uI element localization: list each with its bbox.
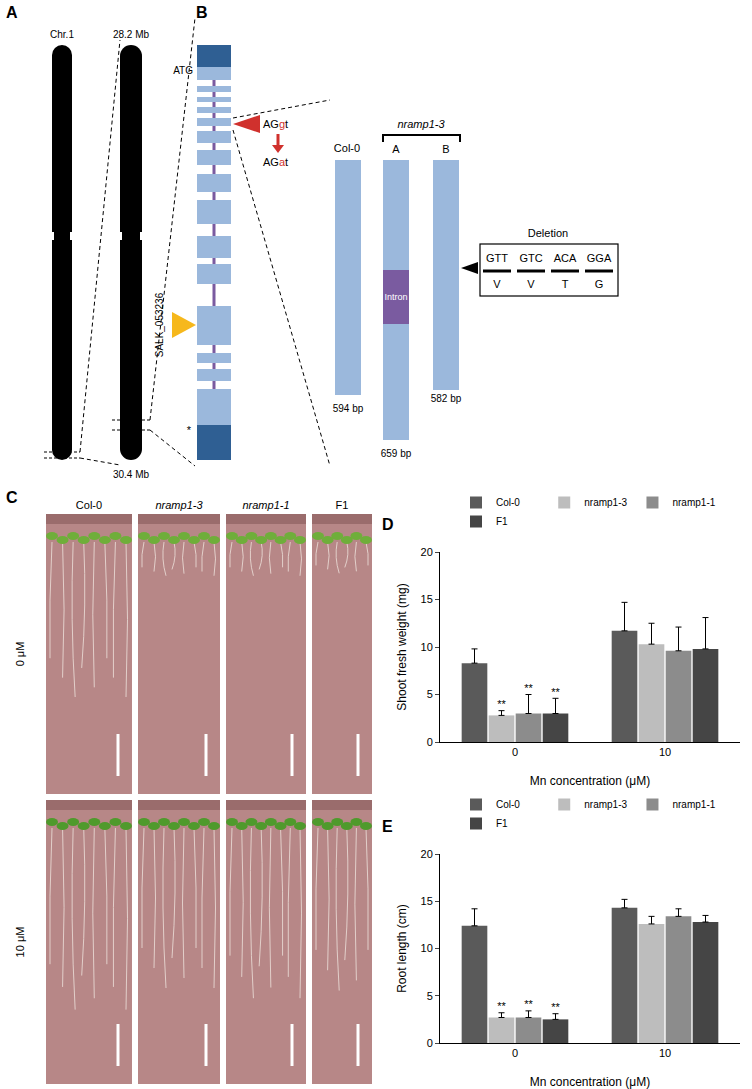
- svg-text:GGA: GGA: [587, 252, 612, 264]
- svg-text:C: C: [6, 489, 18, 506]
- svg-text:T: T: [562, 278, 569, 290]
- svg-text:0: 0: [427, 1037, 433, 1049]
- svg-text:V: V: [493, 278, 501, 290]
- svg-text:10: 10: [659, 1047, 671, 1059]
- svg-text:15: 15: [421, 895, 433, 907]
- svg-text:0: 0: [512, 1047, 518, 1059]
- svg-text:Intron: Intron: [384, 292, 407, 302]
- svg-text:nramp1-1: nramp1-1: [672, 497, 715, 508]
- svg-text:582 bp: 582 bp: [431, 393, 462, 404]
- svg-text:**: **: [551, 686, 560, 698]
- svg-text:B: B: [196, 4, 208, 21]
- svg-text:10: 10: [421, 641, 433, 653]
- svg-text:10: 10: [659, 746, 671, 758]
- svg-text:nramp1-3: nramp1-3: [584, 497, 627, 508]
- svg-text:AGgt: AGgt: [263, 118, 288, 130]
- svg-text:A: A: [392, 143, 400, 155]
- svg-text:0: 0: [427, 736, 433, 748]
- svg-text:F1: F1: [496, 818, 508, 829]
- svg-text:Deletion: Deletion: [528, 227, 568, 239]
- svg-text:A: A: [6, 4, 18, 21]
- svg-text:Mn concentration (μM): Mn concentration (μM): [530, 774, 650, 788]
- svg-text:10 μM: 10 μM: [14, 927, 26, 958]
- svg-text:Col-0: Col-0: [496, 799, 520, 810]
- svg-text:659 bp: 659 bp: [381, 448, 412, 459]
- svg-text:nramp1-1: nramp1-1: [242, 499, 289, 511]
- svg-text:Col-0: Col-0: [496, 497, 520, 508]
- svg-text:0 μM: 0 μM: [14, 642, 26, 667]
- svg-text:nramp1-1: nramp1-1: [672, 799, 715, 810]
- svg-text:Chr.1: Chr.1: [50, 29, 74, 40]
- svg-text:15: 15: [421, 593, 433, 605]
- svg-text:20: 20: [421, 848, 433, 860]
- svg-text:GTC: GTC: [519, 252, 542, 264]
- svg-text:10: 10: [421, 942, 433, 954]
- svg-text:30.4 Mb: 30.4 Mb: [113, 469, 150, 480]
- svg-text:G: G: [595, 278, 604, 290]
- svg-text:F1: F1: [496, 516, 508, 527]
- svg-text:594 bp: 594 bp: [333, 403, 364, 414]
- svg-text:GTT: GTT: [486, 252, 508, 264]
- svg-text:Col-0: Col-0: [334, 142, 360, 154]
- svg-text:B: B: [442, 143, 449, 155]
- svg-text:*: *: [187, 424, 192, 436]
- svg-text:**: **: [551, 1001, 560, 1013]
- svg-text:SALK_053236: SALK_053236: [154, 292, 165, 357]
- svg-text:5: 5: [427, 688, 433, 700]
- svg-text:**: **: [497, 1000, 506, 1012]
- svg-text:Col-0: Col-0: [76, 499, 102, 511]
- svg-text:ACA: ACA: [554, 252, 577, 264]
- svg-text:**: **: [524, 682, 533, 694]
- svg-text:nramp1-3: nramp1-3: [397, 118, 445, 130]
- svg-text:V: V: [527, 278, 535, 290]
- svg-text:5: 5: [427, 990, 433, 1002]
- svg-text:nramp1-3: nramp1-3: [584, 799, 627, 810]
- svg-text:Mn concentration (μM): Mn concentration (μM): [530, 1075, 650, 1089]
- svg-text:D: D: [382, 516, 394, 533]
- svg-text:**: **: [524, 998, 533, 1010]
- svg-text:20: 20: [421, 546, 433, 558]
- svg-text:**: **: [497, 698, 506, 710]
- svg-text:ATG: ATG: [173, 65, 193, 76]
- svg-text:nramp1-3: nramp1-3: [155, 499, 203, 511]
- svg-text:Shoot fresh weight (mg): Shoot fresh weight (mg): [395, 583, 409, 710]
- svg-text:E: E: [382, 818, 393, 835]
- svg-text:0: 0: [512, 746, 518, 758]
- svg-text:Root length (cm): Root length (cm): [395, 904, 409, 993]
- svg-text:28.2 Mb: 28.2 Mb: [113, 29, 150, 40]
- svg-text:AGat: AGat: [263, 156, 288, 168]
- svg-text:F1: F1: [336, 499, 349, 511]
